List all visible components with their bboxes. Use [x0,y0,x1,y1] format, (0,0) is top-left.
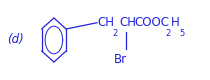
Text: 2: 2 [113,29,118,38]
Text: 5: 5 [179,29,185,38]
Text: H: H [171,16,180,29]
Text: CH: CH [97,16,114,29]
Text: (d): (d) [7,34,24,46]
Text: CH: CH [120,16,136,29]
Text: 2: 2 [165,29,171,38]
Text: Br: Br [114,53,127,66]
Text: COOC: COOC [134,16,169,29]
